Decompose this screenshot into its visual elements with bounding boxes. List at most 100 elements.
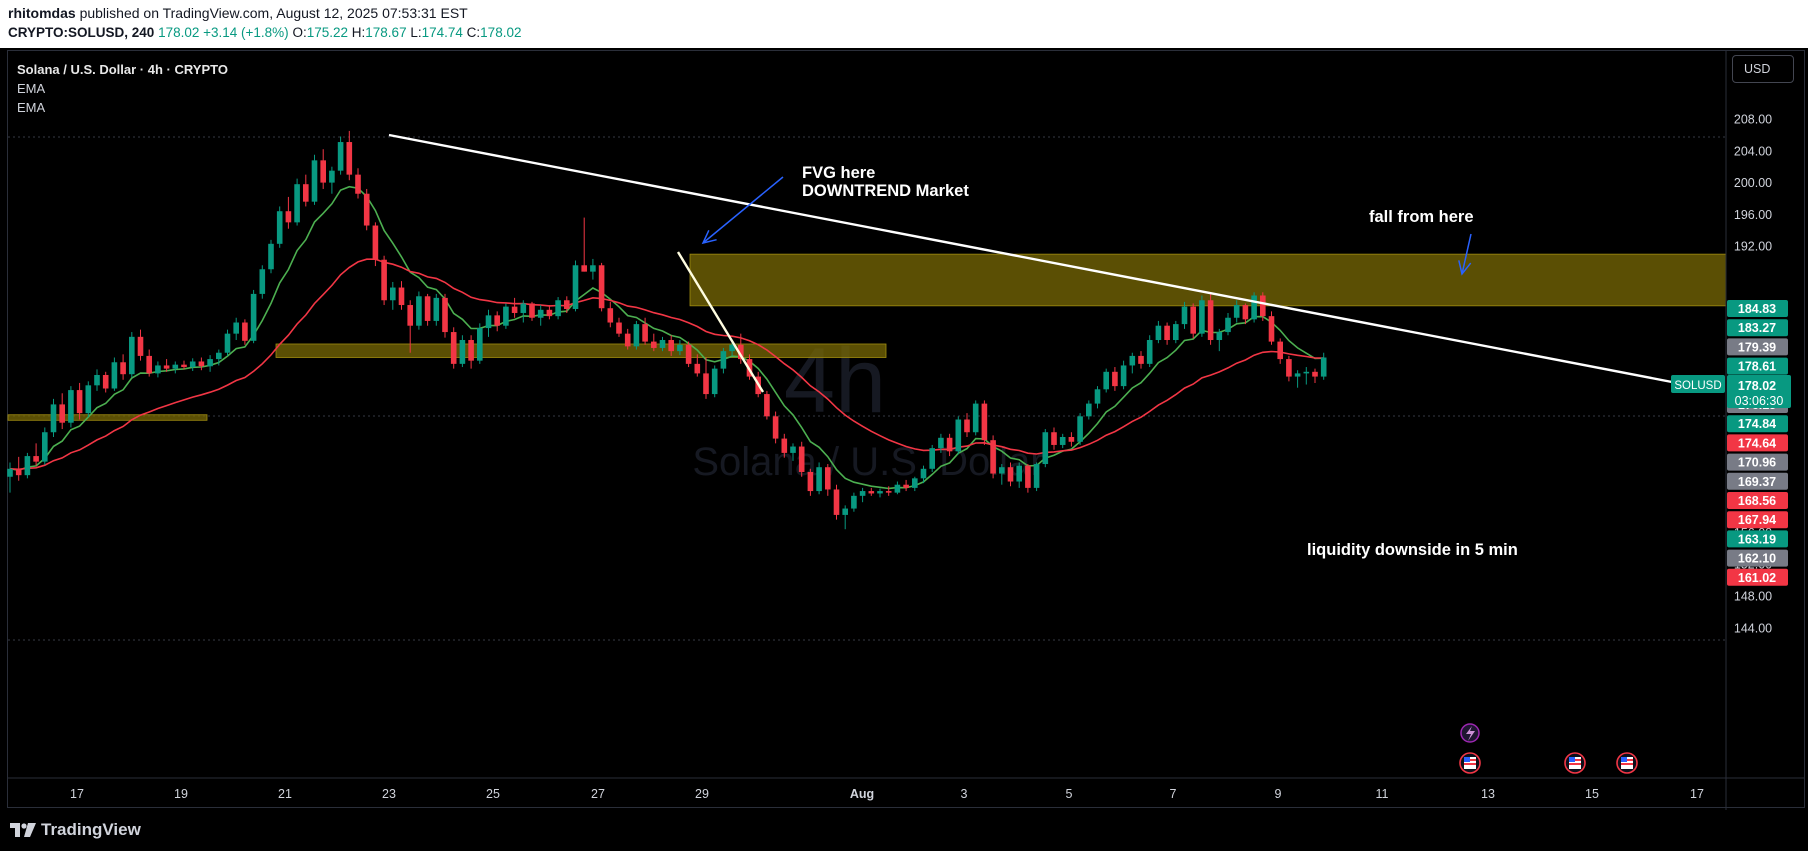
candle — [1303, 367, 1310, 385]
candle — [1216, 328, 1223, 352]
price-label — [1727, 415, 1788, 433]
candle — [1225, 312, 1231, 336]
candle-body — [416, 296, 422, 326]
candle — [946, 433, 953, 457]
candle-body — [1294, 373, 1301, 377]
candle-body — [24, 456, 31, 476]
candle — [276, 206, 283, 248]
candle — [651, 333, 657, 352]
x-tick-label: Aug — [850, 787, 874, 801]
candle — [268, 239, 274, 274]
candle-body — [1268, 316, 1275, 342]
candle — [416, 291, 422, 330]
candle — [146, 349, 152, 377]
candle-body — [703, 373, 709, 395]
candle-body — [372, 225, 379, 260]
us-economic-event-icon — [1459, 752, 1481, 774]
candle-body — [920, 468, 927, 479]
candle — [511, 297, 518, 318]
candle-body — [59, 404, 65, 423]
candle-body — [929, 448, 935, 469]
legend-ema-fast[interactable]: EMA — [17, 81, 46, 96]
candle-body — [242, 322, 248, 341]
candle — [903, 479, 909, 492]
symbol-ticker[interactable]: CRYPTO:SOLUSD, 240 — [8, 25, 155, 40]
annotation-fall-from-here: fall from here — [1369, 208, 1474, 226]
price-label-text: 178.61 — [1738, 360, 1776, 374]
candle-body — [1120, 365, 1127, 387]
candle — [642, 317, 648, 345]
candle-body — [198, 361, 205, 367]
candle-body — [529, 303, 535, 318]
candle — [1312, 368, 1318, 383]
author-name[interactable]: rhitomdas — [8, 5, 76, 21]
candle-body — [842, 508, 848, 515]
candle — [137, 329, 144, 361]
candle-body — [1059, 437, 1066, 445]
candle-body — [294, 184, 300, 223]
candle-body — [381, 259, 387, 301]
candle-body — [903, 484, 909, 488]
publish-info: rhitomdas published on TradingView.com, … — [8, 5, 468, 21]
candle-body — [981, 403, 988, 441]
candle-body — [616, 322, 622, 334]
candle-body — [877, 491, 883, 494]
candle — [720, 347, 727, 374]
candle-body — [1251, 295, 1257, 320]
candle-body — [816, 467, 822, 492]
candle — [529, 301, 535, 321]
candle — [694, 354, 701, 377]
price-label — [1727, 472, 1788, 490]
candle — [1129, 352, 1136, 374]
candle-body — [720, 351, 727, 369]
high-label: H: — [351, 25, 366, 40]
candle — [790, 443, 796, 461]
candle — [1242, 303, 1249, 325]
currency-button[interactable]: USD — [1732, 55, 1794, 83]
candle — [459, 335, 466, 368]
legend-title[interactable]: Solana / U.S. Dollar · 4h · CRYPTO — [17, 62, 228, 77]
candle — [938, 433, 944, 453]
candle — [920, 465, 927, 484]
y-tick-label: 204.00 — [1734, 144, 1772, 158]
candle-body — [268, 243, 274, 270]
candle-body — [1138, 355, 1144, 364]
candle-body — [329, 170, 335, 183]
us-economic-event-icon — [1564, 752, 1586, 774]
low-value: 174.74 — [421, 25, 463, 40]
bar-countdown: 03:06:30 — [1735, 394, 1784, 408]
candle — [163, 359, 170, 372]
tradingview-logo[interactable]: TradingView — [10, 820, 141, 840]
candle-body — [459, 340, 466, 364]
price-change: +3.14 (+1.8%) — [203, 25, 289, 40]
candle-body — [781, 438, 788, 453]
legend-ema-slow[interactable]: EMA — [17, 100, 46, 115]
candle — [851, 492, 857, 512]
candle — [7, 462, 13, 493]
candle-body — [250, 293, 257, 341]
candle-body — [1094, 389, 1101, 404]
candle-body — [163, 365, 170, 369]
candle-body — [659, 340, 666, 348]
candle — [311, 154, 318, 205]
candle-body — [320, 160, 326, 183]
candle-body — [1086, 403, 1092, 417]
candle — [189, 358, 196, 372]
candle — [955, 416, 962, 455]
candle-body — [1225, 317, 1231, 333]
candle — [781, 433, 788, 458]
candle — [216, 349, 222, 366]
candle-body — [1025, 465, 1031, 488]
candle-body — [94, 374, 100, 386]
x-tick-label: 13 — [1481, 787, 1495, 801]
publish-header: rhitomdas published on TradingView.com, … — [0, 0, 1808, 48]
x-tick-label: 25 — [486, 787, 500, 801]
candle — [555, 297, 561, 320]
candle-body — [363, 193, 370, 226]
candle — [294, 178, 300, 226]
candle — [677, 340, 683, 356]
candle-body — [1042, 432, 1049, 465]
candle-body — [1146, 340, 1153, 364]
candle-body — [407, 305, 413, 326]
